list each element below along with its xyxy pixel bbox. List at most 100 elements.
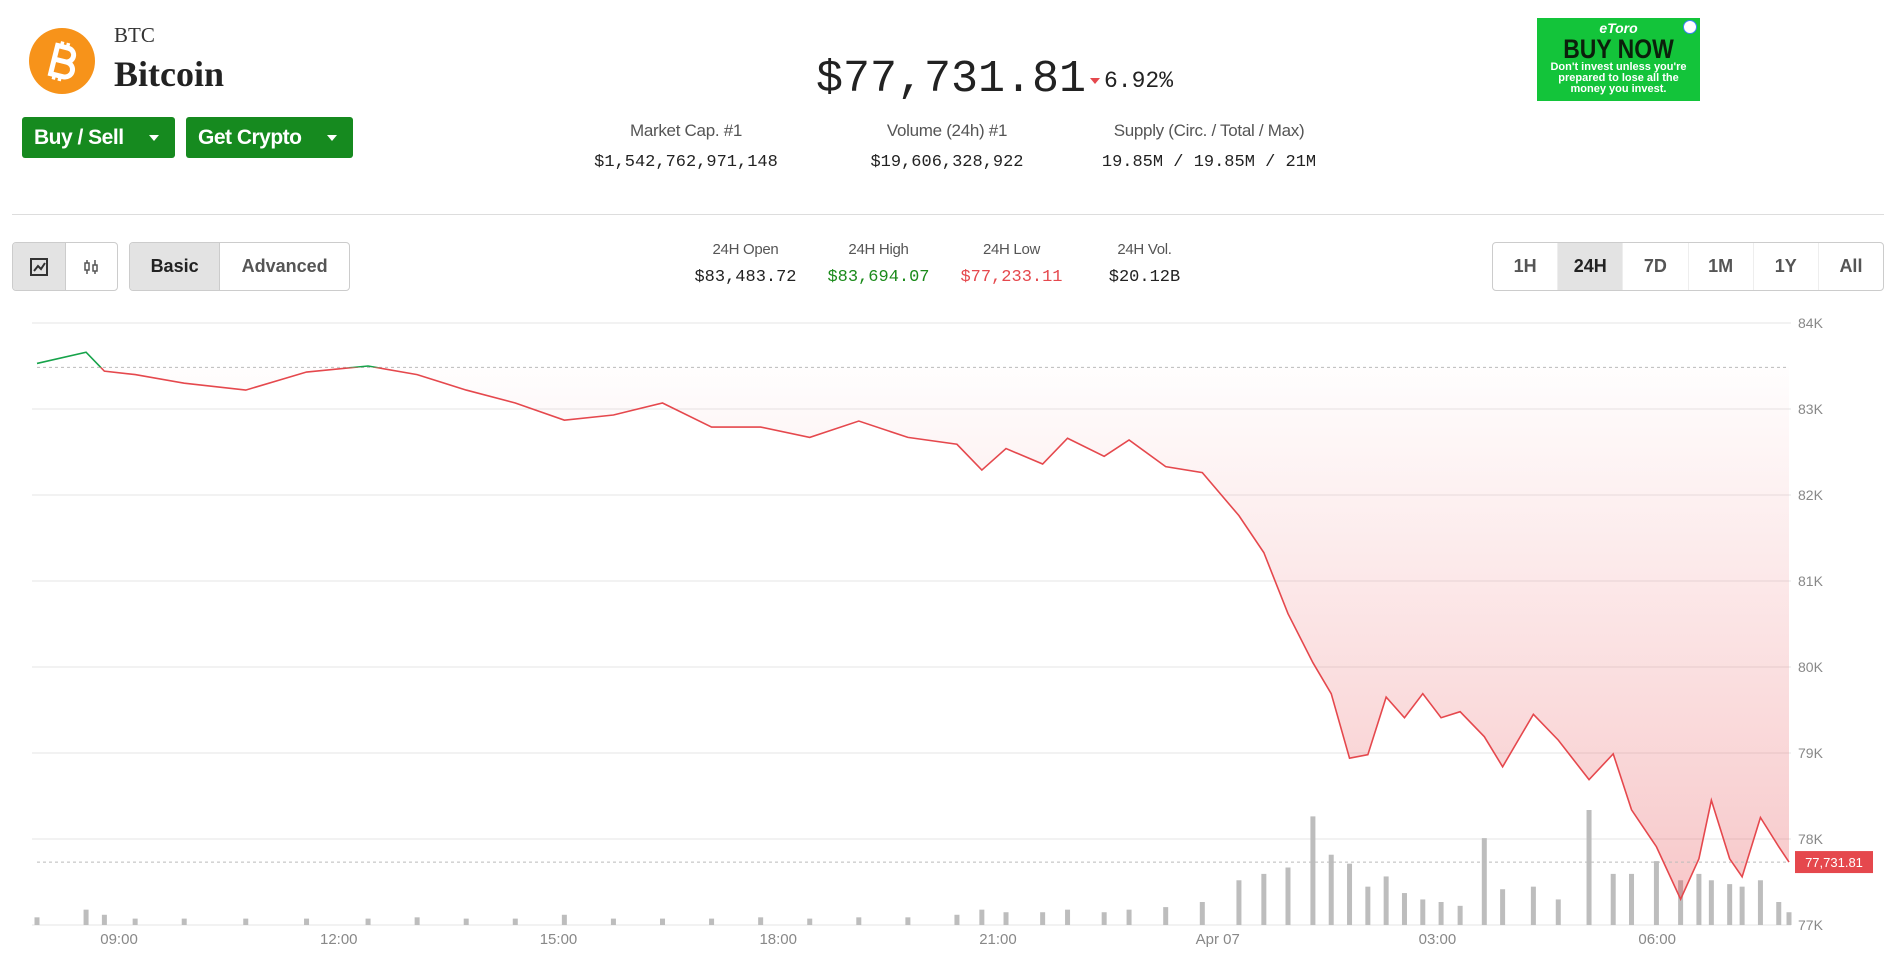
volume-bar xyxy=(304,918,310,925)
ad-disclaimer: Don't invest unless you're prepared to l… xyxy=(1550,61,1687,95)
candle-icon xyxy=(84,259,99,274)
ad-banner[interactable]: eToro BUY NOW Don't invest unless you're… xyxy=(1537,18,1700,101)
y-tick-label: 82K xyxy=(1798,487,1824,503)
day-stats: 24H Open $83,483.72 24H High $83,694.07 24H … xyxy=(679,241,1211,287)
volume-bar xyxy=(1776,902,1782,925)
stat-label: Market Cap. #1 xyxy=(629,121,743,140)
x-tick-label: 15:00 xyxy=(540,931,578,948)
price-tag-label: 77,731.81 xyxy=(1805,855,1863,870)
volume-bar xyxy=(101,914,107,925)
coin-name: Bitcoin xyxy=(114,54,225,94)
x-tick-label: 21:00 xyxy=(979,931,1017,948)
volume-bar xyxy=(1500,889,1506,925)
volume-bar xyxy=(905,917,911,925)
volume-bar xyxy=(1401,893,1407,925)
volume-bar xyxy=(758,917,764,925)
volume-bar xyxy=(1236,880,1242,925)
price: $77,731.81 xyxy=(816,54,1087,105)
volume-bar xyxy=(979,909,985,925)
volume-bar xyxy=(34,917,40,925)
volume-bar xyxy=(1328,854,1334,925)
volume-bar xyxy=(1727,884,1733,925)
day-stat-value: $20.12B xyxy=(1108,268,1181,287)
volume-bar xyxy=(1163,907,1169,925)
volume-bar xyxy=(1696,873,1702,925)
volume-bar xyxy=(1285,867,1291,925)
volume-bar xyxy=(1383,876,1389,925)
y-tick-label: 83K xyxy=(1798,401,1824,417)
mode-button[interactable]: Advanced xyxy=(219,243,349,290)
day-stat-value: $83,694.07 xyxy=(827,268,930,287)
range-button[interactable]: 1H xyxy=(1513,256,1537,276)
volume-bar xyxy=(1065,909,1071,925)
volume-bar xyxy=(856,917,862,925)
price-chart: 77K 78K 79K 80K 81K 82K 83K 84K 09:00 12:00 15:00 1… xyxy=(32,315,1873,948)
range-toggle: 1H 24H 7D 1M 1Y All xyxy=(1492,242,1884,291)
ad-cta: BUY NOW xyxy=(1563,34,1674,64)
volume-bar xyxy=(243,918,249,925)
range-button[interactable]: 7D xyxy=(1622,243,1687,290)
y-tick-label: 84K xyxy=(1798,315,1824,331)
line-chart-button[interactable] xyxy=(13,243,65,290)
x-tick-label: 09:00 xyxy=(100,931,138,948)
volume-bar xyxy=(660,918,666,925)
volume-bar xyxy=(561,914,567,925)
stat-value: $1,542,762,971,148 xyxy=(594,153,778,172)
range-button[interactable]: 1M xyxy=(1687,243,1753,290)
bitcoin-logo xyxy=(29,28,95,94)
volume-bar xyxy=(1040,912,1046,925)
volume-bar xyxy=(1126,909,1132,925)
x-tick-label: 18:00 xyxy=(759,931,797,948)
range-button[interactable]: 1Y xyxy=(1752,243,1818,290)
x-tick-label: 12:00 xyxy=(320,931,358,948)
volume-bar xyxy=(1739,886,1745,925)
volume-bar xyxy=(1629,873,1635,925)
volume-bar xyxy=(1457,905,1463,925)
day-stat-value: $77,233.11 xyxy=(960,268,1063,287)
day-stat-label: 24H Low xyxy=(982,241,1041,258)
volume-bar xyxy=(1708,880,1714,925)
x-tick-label: 03:00 xyxy=(1419,931,1457,948)
day-stat: 24H Open $83,483.72 xyxy=(679,241,812,287)
volume-bar xyxy=(1481,838,1487,925)
day-stat-label: 24H Vol. xyxy=(1117,241,1172,258)
day-stat-label: 24H Open xyxy=(712,241,779,258)
y-tick-label: 77K xyxy=(1798,917,1824,933)
stat: Volume (24h) #1 $19,606,328,922 xyxy=(787,121,1107,172)
volume-bar xyxy=(1003,912,1009,925)
volume-bar xyxy=(414,917,420,925)
volume-bar xyxy=(1757,880,1763,925)
volume-bar xyxy=(954,914,960,925)
mode-button[interactable]: Basic xyxy=(130,243,220,290)
day-stat: 24H High $83,694.07 xyxy=(812,241,945,287)
volume-bar xyxy=(512,918,518,925)
candle-chart-button[interactable] xyxy=(64,243,117,290)
range-button[interactable]: 24H xyxy=(1557,243,1623,290)
price-change: 6.92% xyxy=(1104,68,1174,94)
volume-bar xyxy=(1101,912,1107,925)
volume-bar xyxy=(1530,886,1536,925)
day-stat-label: 24H High xyxy=(848,241,909,258)
down-arrow xyxy=(1090,78,1100,84)
day-stat: 24H Vol. $20.12B xyxy=(1078,241,1211,287)
y-tick-label: 80K xyxy=(1798,659,1824,675)
price-tag xyxy=(1795,851,1873,874)
buy-sell-button[interactable]: Buy / Sell xyxy=(22,117,175,158)
ad-info-icon[interactable] xyxy=(1683,20,1697,34)
x-tick-label: 06:00 xyxy=(1638,931,1676,948)
y-tick-label: 79K xyxy=(1798,745,1824,761)
volume-bar xyxy=(1438,902,1444,925)
volume-bar xyxy=(1586,810,1592,925)
volume-bar xyxy=(1420,899,1426,925)
get-crypto-button[interactable]: Get Crypto xyxy=(186,117,353,158)
button-label: Buy / Sell xyxy=(34,125,124,149)
stat-label: Supply (Circ. / Total / Max) xyxy=(1113,121,1305,140)
divider xyxy=(12,214,1884,215)
volume-bar xyxy=(1786,912,1792,925)
range-button[interactable]: All xyxy=(1817,243,1883,290)
y-tick-label: 78K xyxy=(1798,831,1824,847)
stat: Supply (Circ. / Total / Max) 19.85M / 19.… xyxy=(1049,121,1369,172)
volume-bar xyxy=(610,918,616,925)
volume-bar xyxy=(1261,873,1267,925)
